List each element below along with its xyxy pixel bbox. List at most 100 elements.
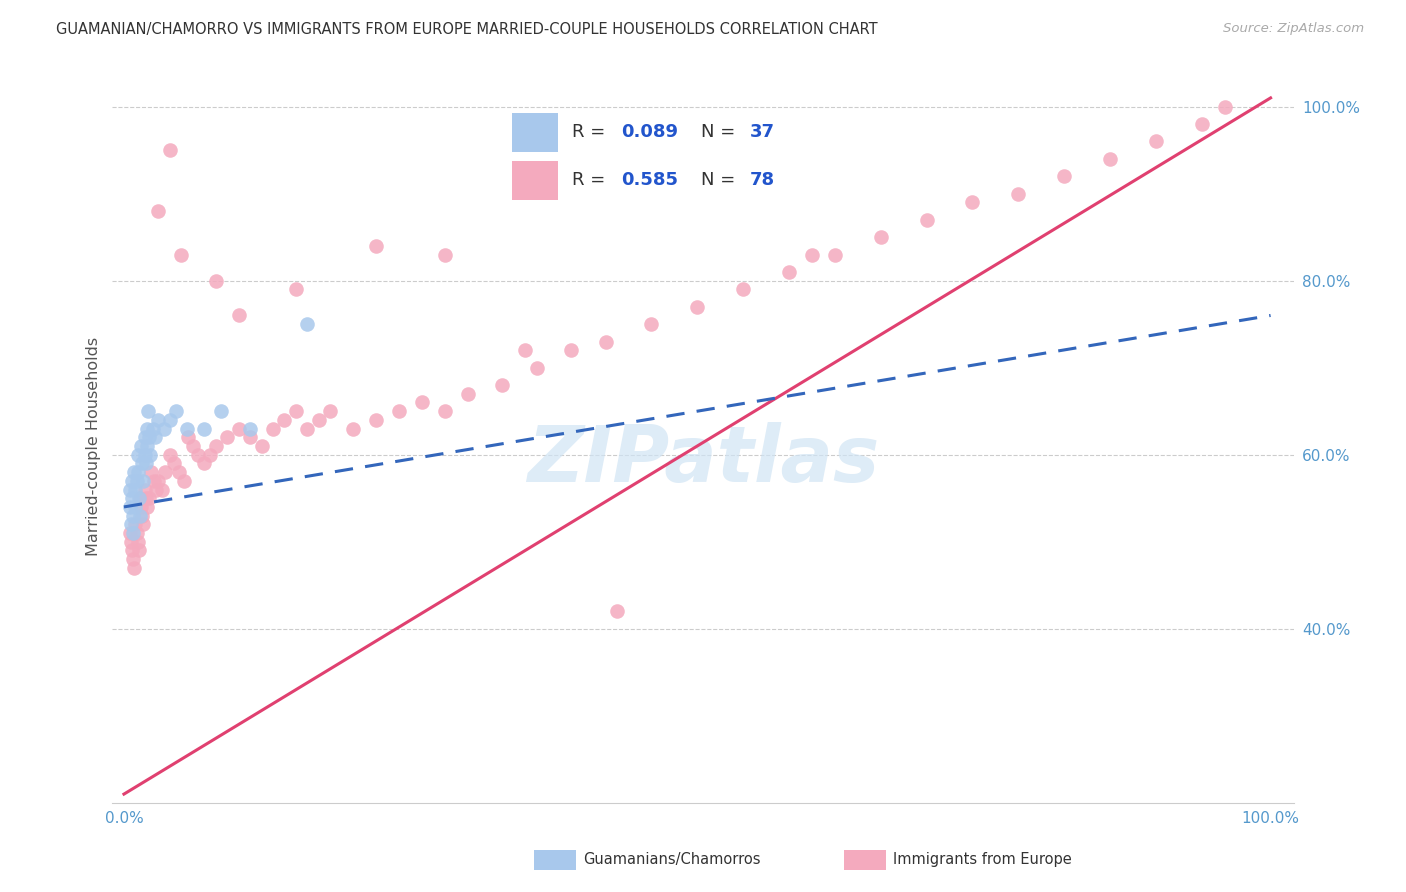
Point <box>176 421 198 435</box>
Point <box>239 421 262 435</box>
Point <box>141 465 163 479</box>
Point <box>198 448 221 462</box>
Point <box>145 483 167 497</box>
Point <box>128 491 150 506</box>
Point <box>217 430 239 444</box>
Point <box>124 517 146 532</box>
Point <box>284 282 307 296</box>
Point <box>132 517 155 532</box>
Point <box>150 483 173 497</box>
Point <box>118 526 141 541</box>
Point <box>143 430 166 444</box>
Point <box>135 421 157 435</box>
Point <box>159 413 181 427</box>
Point <box>170 247 193 261</box>
Point <box>204 439 226 453</box>
Point <box>118 483 141 497</box>
Point <box>209 404 232 418</box>
Point <box>962 195 984 210</box>
Point <box>121 474 143 488</box>
Point <box>135 457 157 471</box>
Point <box>120 534 142 549</box>
Point <box>131 508 153 523</box>
Point <box>515 343 537 358</box>
Point <box>128 543 150 558</box>
Point <box>1099 152 1122 166</box>
Point <box>135 439 157 453</box>
Point <box>155 465 177 479</box>
Point <box>121 491 143 506</box>
Point <box>250 439 273 453</box>
Point <box>434 404 457 418</box>
Point <box>124 483 146 497</box>
Point <box>366 239 388 253</box>
Point <box>606 604 628 618</box>
Text: Immigrants from Europe: Immigrants from Europe <box>893 853 1071 867</box>
Point <box>824 247 846 261</box>
Point <box>1053 169 1076 184</box>
Point <box>173 474 195 488</box>
Point <box>132 474 155 488</box>
Point <box>121 543 143 558</box>
Point <box>869 230 891 244</box>
Text: Guamanians/Chamorros: Guamanians/Chamorros <box>583 853 761 867</box>
Point <box>733 282 755 296</box>
Point <box>122 508 145 523</box>
Point <box>778 265 800 279</box>
Point <box>640 317 662 331</box>
Point <box>138 491 160 506</box>
Point <box>560 343 582 358</box>
Point <box>142 421 165 435</box>
Point <box>135 491 157 506</box>
Point <box>129 439 152 453</box>
Point <box>131 457 153 471</box>
Point <box>135 500 157 514</box>
Point <box>118 500 141 514</box>
Point <box>142 474 165 488</box>
Point <box>228 309 250 323</box>
Text: ZIPatlas: ZIPatlas <box>527 422 879 499</box>
Point <box>366 413 388 427</box>
Point <box>308 413 330 427</box>
Point <box>800 247 823 261</box>
Point <box>177 430 200 444</box>
Point <box>148 474 170 488</box>
Point <box>284 404 307 418</box>
Point <box>181 439 204 453</box>
Point <box>127 465 149 479</box>
Point <box>595 334 617 349</box>
Point <box>319 404 342 418</box>
Point <box>297 317 319 331</box>
Point <box>129 491 152 506</box>
Y-axis label: Married-couple Households: Married-couple Households <box>86 336 101 556</box>
Point <box>388 404 411 418</box>
Point <box>148 413 170 427</box>
Point <box>159 448 181 462</box>
Point <box>342 421 364 435</box>
Text: Source: ZipAtlas.com: Source: ZipAtlas.com <box>1223 22 1364 36</box>
Point <box>134 483 156 497</box>
Point <box>1007 186 1029 201</box>
Point <box>239 430 262 444</box>
Point <box>153 421 176 435</box>
Point <box>204 274 226 288</box>
Point <box>127 534 149 549</box>
Point <box>127 448 149 462</box>
Point <box>148 204 170 219</box>
Point <box>491 378 513 392</box>
Point <box>1144 135 1167 149</box>
Point <box>434 247 457 261</box>
Point <box>686 300 709 314</box>
Point <box>526 360 548 375</box>
Point <box>1191 117 1213 131</box>
Point <box>134 448 156 462</box>
Point <box>262 421 284 435</box>
Point <box>273 413 295 427</box>
Point <box>122 465 145 479</box>
Point <box>167 465 190 479</box>
Point <box>122 561 145 575</box>
Point <box>120 517 142 532</box>
Point <box>457 386 479 401</box>
Point <box>129 508 152 523</box>
Point <box>187 448 209 462</box>
